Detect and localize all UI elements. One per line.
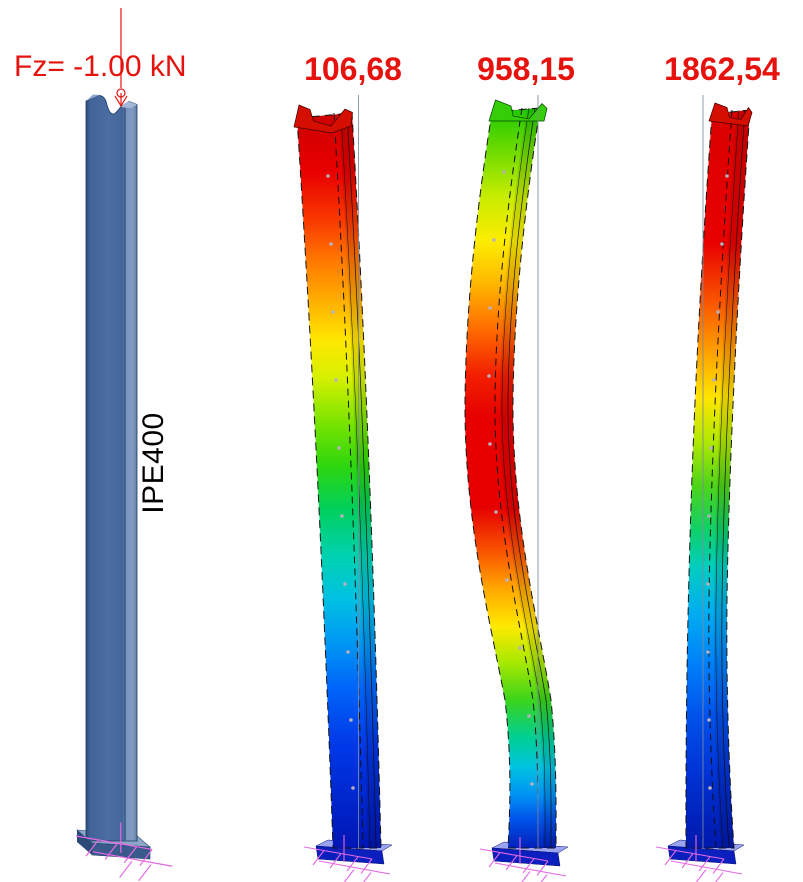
profile-label: IPE400 [137,412,170,514]
mode3-top-cap [708,102,753,127]
buckling-mode-3-column [655,102,753,882]
mesh-node-dots [487,170,534,786]
force-label: Fz= -1.00 kN [14,50,187,83]
buckling-mode-2-column [464,99,569,882]
mode2-critical-load-factor: 958,15 [477,51,575,87]
buckling-mode-1-column [293,104,393,882]
mode2-top-cap [488,99,548,122]
mesh-node-dots [706,174,729,790]
mode3-critical-load-factor: 1862,54 [664,51,780,87]
load-arrow-icon [114,8,128,108]
mode1-top-cap [293,104,353,134]
mesh-node-dots [326,174,355,790]
mode1-critical-load-factor: 106,68 [304,51,402,87]
reference-axis-lines [358,95,704,849]
ipe400-column [75,8,173,882]
